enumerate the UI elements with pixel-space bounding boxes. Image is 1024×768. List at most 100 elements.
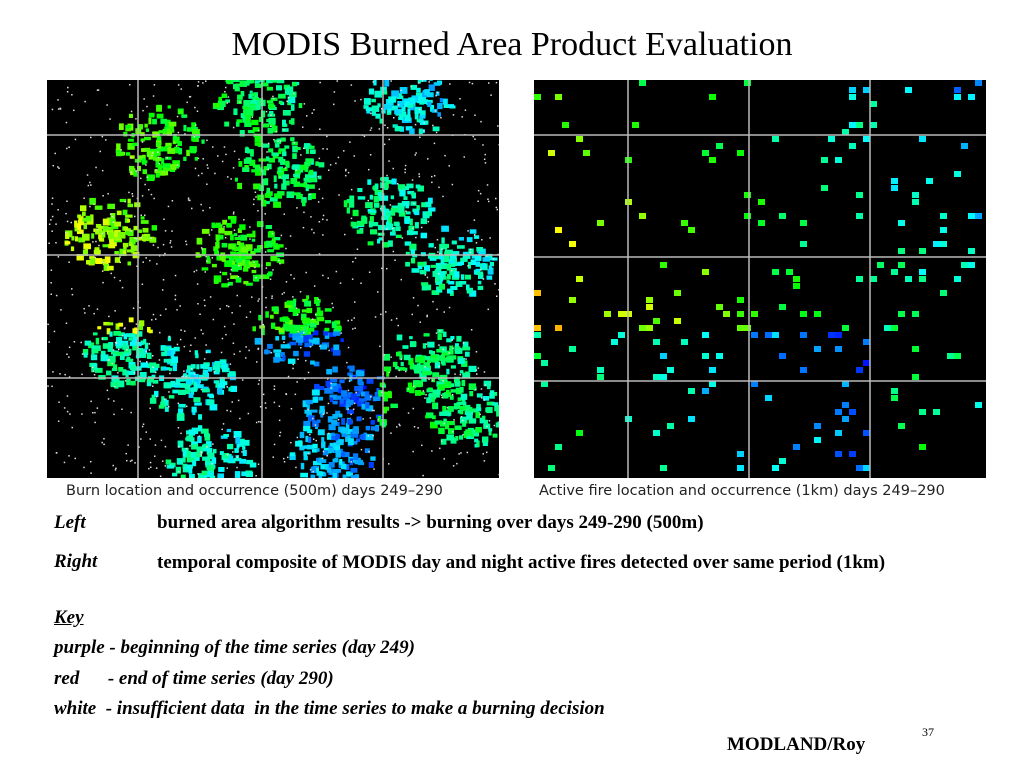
map-pixel bbox=[213, 279, 219, 284]
map-pixel bbox=[64, 373, 66, 376]
map-pixel bbox=[449, 268, 456, 276]
map-pixel bbox=[450, 336, 455, 340]
map-pixel bbox=[800, 311, 807, 317]
map-pixel bbox=[436, 239, 439, 241]
map-pixel bbox=[251, 80, 255, 84]
map-pixel bbox=[482, 453, 484, 455]
map-pixel bbox=[95, 337, 100, 345]
map-pixel bbox=[136, 265, 138, 267]
map-pixel bbox=[278, 166, 283, 173]
map-pixel bbox=[98, 244, 100, 247]
map-pixel bbox=[332, 458, 338, 463]
map-pixel bbox=[164, 252, 166, 255]
map-pixel bbox=[377, 418, 379, 421]
map-pixel bbox=[80, 341, 82, 344]
map-pixel bbox=[347, 346, 350, 349]
map-pixel bbox=[266, 86, 273, 91]
map-pixel bbox=[315, 301, 320, 307]
map-pixel bbox=[912, 346, 919, 352]
map-pixel bbox=[382, 90, 388, 95]
map-pixel bbox=[371, 409, 374, 412]
map-pixel bbox=[340, 338, 344, 343]
map-pixel bbox=[57, 166, 59, 168]
map-pixel bbox=[223, 434, 229, 438]
map-pixel bbox=[327, 402, 330, 405]
map-pixel bbox=[252, 164, 261, 168]
map-pixel bbox=[137, 348, 144, 354]
map-pixel bbox=[162, 170, 169, 176]
map-pixel bbox=[170, 352, 175, 359]
map-pixel bbox=[212, 365, 220, 371]
map-pixel bbox=[170, 380, 176, 388]
map-pixel bbox=[53, 330, 56, 333]
map-pixel bbox=[278, 156, 284, 163]
map-pixel bbox=[101, 232, 104, 235]
map-pixel bbox=[438, 186, 440, 189]
map-pixel bbox=[440, 438, 447, 445]
map-pixel bbox=[352, 221, 357, 228]
map-pixel bbox=[398, 369, 401, 372]
map-pixel bbox=[207, 393, 214, 397]
map-pixel bbox=[428, 378, 430, 381]
map-pixel bbox=[353, 397, 361, 404]
map-pixel bbox=[961, 262, 968, 268]
map-pixel bbox=[259, 421, 262, 423]
map-pixel bbox=[143, 338, 147, 345]
map-pixel bbox=[175, 378, 181, 386]
map-pixel bbox=[482, 263, 486, 269]
map-pixel bbox=[131, 339, 136, 344]
image-caption: Active fire location and occurrence (1km… bbox=[539, 483, 945, 499]
map-pixel bbox=[653, 374, 660, 380]
map-pixel bbox=[287, 96, 292, 100]
map-pixel bbox=[406, 387, 411, 393]
map-pixel bbox=[401, 106, 406, 112]
map-pixel bbox=[667, 423, 674, 429]
map-pixel bbox=[891, 395, 898, 401]
map-pixel bbox=[233, 211, 235, 213]
map-pixel bbox=[681, 339, 688, 345]
map-pixel bbox=[439, 98, 444, 103]
map-pixel bbox=[373, 80, 377, 86]
map-pixel bbox=[173, 133, 177, 140]
map-pixel bbox=[185, 375, 187, 378]
map-pixel bbox=[386, 267, 388, 270]
map-pixel bbox=[302, 126, 304, 128]
map-pixel bbox=[255, 170, 262, 176]
map-pixel bbox=[443, 458, 445, 460]
map-pixel bbox=[194, 451, 203, 458]
map-pixel bbox=[102, 343, 109, 349]
map-pixel bbox=[295, 168, 300, 175]
map-pixel bbox=[940, 290, 947, 296]
map-pixel bbox=[315, 461, 322, 466]
map-pixel bbox=[63, 461, 66, 464]
map-pixel bbox=[163, 167, 171, 172]
map-pixel bbox=[450, 389, 457, 393]
map-pixel bbox=[494, 392, 498, 396]
key-item: white - insufficient data in the time se… bbox=[54, 698, 605, 719]
map-pixel bbox=[95, 228, 103, 235]
map-pixel bbox=[225, 153, 227, 156]
map-pixel bbox=[217, 104, 224, 111]
map-pixel bbox=[488, 428, 492, 436]
map-pixel bbox=[245, 108, 253, 115]
map-pixel bbox=[390, 403, 398, 409]
map-pixel bbox=[415, 152, 417, 154]
map-pixel bbox=[455, 281, 463, 287]
map-pixel bbox=[148, 154, 157, 160]
map-pixel bbox=[129, 341, 136, 347]
map-pixel bbox=[479, 192, 482, 195]
map-pixel bbox=[328, 433, 332, 437]
map-pixel bbox=[185, 243, 188, 246]
map-pixel bbox=[107, 193, 109, 195]
map-pixel bbox=[93, 332, 98, 336]
map-pixel bbox=[384, 80, 390, 87]
map-pixel bbox=[271, 152, 280, 156]
map-pixel bbox=[55, 242, 57, 244]
map-pixel bbox=[268, 148, 274, 153]
map-pixel bbox=[483, 371, 486, 373]
map-pixel bbox=[424, 265, 431, 272]
map-pixel bbox=[107, 231, 116, 238]
map-pixel bbox=[161, 158, 165, 165]
map-pixel bbox=[702, 150, 709, 156]
map-pixel bbox=[416, 205, 420, 211]
